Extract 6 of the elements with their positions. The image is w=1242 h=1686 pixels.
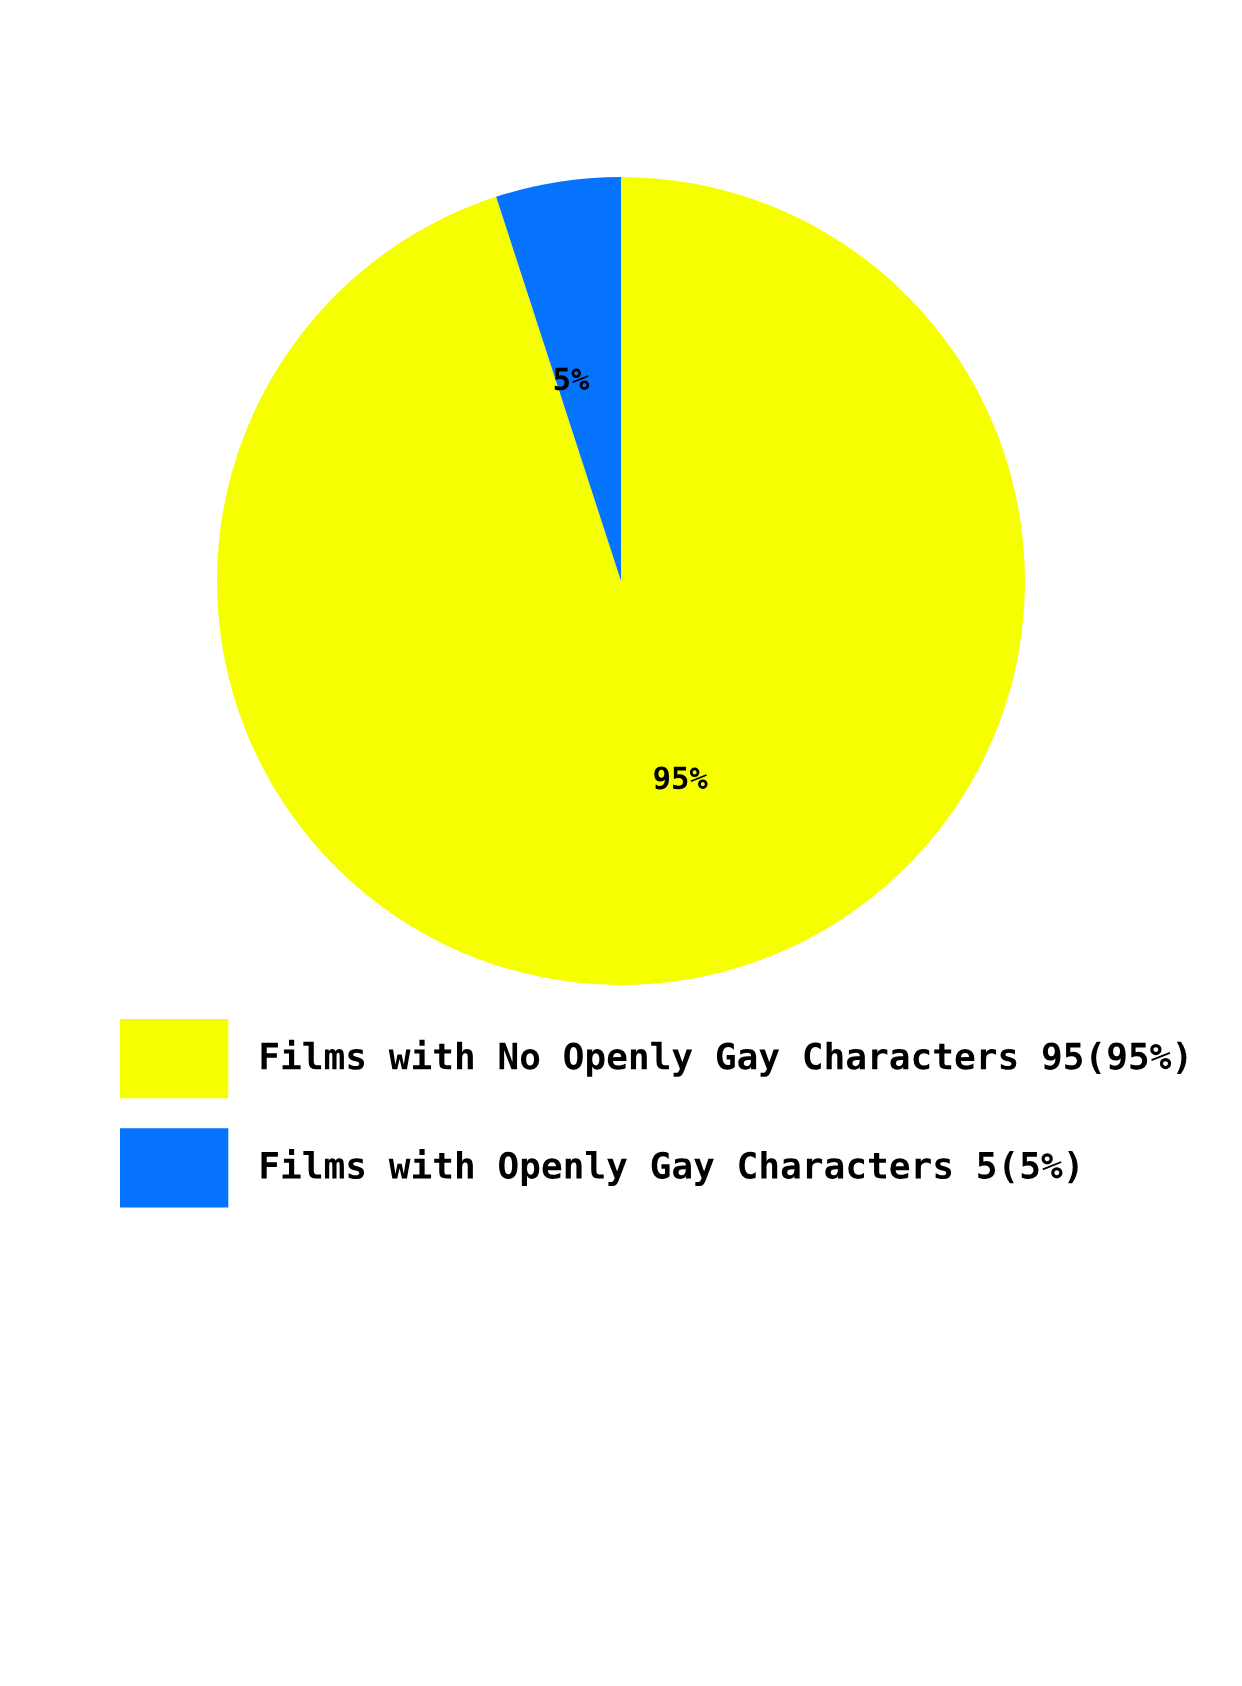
data-label: 5% [554,367,590,391]
data-label: 95% [654,766,708,790]
legend-label: Films with No Openly Gay Characters 95(95%) [261,1039,1187,1077]
pie-slice [496,177,621,581]
legend-label: Films with Openly Gay Characters 5(5%) [261,1149,1078,1186]
pie-slice [217,177,1025,985]
